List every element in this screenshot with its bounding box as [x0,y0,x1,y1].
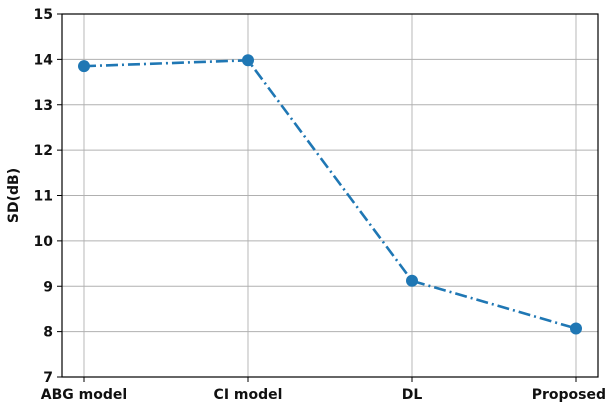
series-layer [78,54,582,335]
data-point [570,322,582,335]
x-tick-label: Proposed [532,387,606,403]
x-tick-label: DL [402,387,423,403]
x-tick-label: CI model [214,387,283,403]
plot-frame [61,13,599,378]
y-tick-label: 15 [34,7,53,23]
y-tick-label: 7 [43,370,53,386]
y-tick-label: 8 [43,325,53,341]
data-point [242,54,254,67]
y-tick-label: 9 [43,279,53,295]
y-tick-label: 11 [34,189,53,205]
data-point [406,274,418,287]
axis-layer [57,13,599,382]
y-tick-label: 14 [34,52,54,68]
grid-layer [62,13,598,378]
y-tick-label: 13 [34,98,53,114]
y-tick-label: 10 [34,234,54,250]
x-tick-label: ABG model [41,387,127,403]
label-layer: SD(dB) 7 8 9 10 11 12 13 14 15 ABG model CI model D… [6,7,606,403]
series-line [83,58,577,330]
y-tick-label: 12 [34,143,53,159]
y-axis-label: SD(dB) [6,168,22,223]
data-point [78,60,90,73]
